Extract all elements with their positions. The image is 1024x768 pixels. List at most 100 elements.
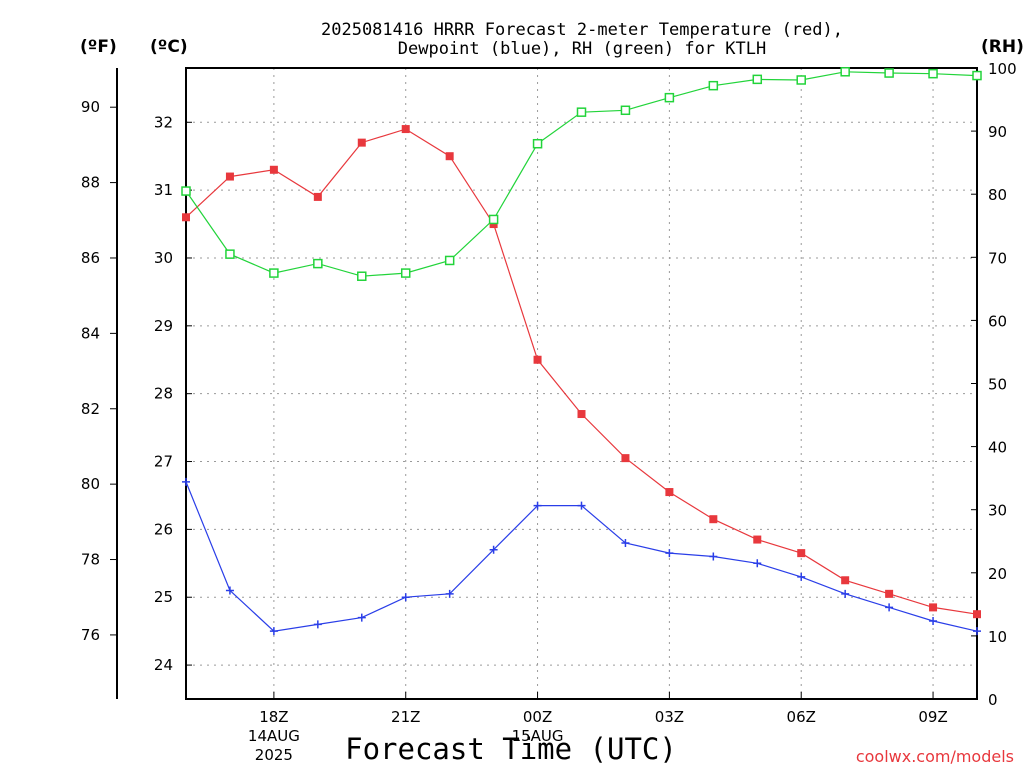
dewpoint-point — [621, 538, 630, 547]
rh-point — [357, 271, 367, 281]
time-tick-label: 18Z — [259, 708, 288, 726]
plot-frame — [185, 67, 978, 700]
time-tick-date: 14AUG — [248, 727, 300, 745]
rh-point — [752, 74, 763, 85]
dewpoint-point — [269, 627, 278, 636]
fahrenheit-tick-label: 90 — [81, 98, 100, 116]
rh-series — [181, 67, 982, 281]
temperature-point — [841, 576, 850, 585]
rh-point — [620, 105, 631, 116]
data-series — [181, 67, 982, 636]
fahrenheit-tick-label: 78 — [81, 551, 100, 569]
rh-point — [225, 249, 235, 259]
temperature-point — [929, 603, 938, 612]
temperature-point — [313, 192, 322, 201]
dewpoint-point — [225, 586, 234, 595]
temperature-point — [269, 165, 278, 174]
temperature-point — [225, 172, 234, 181]
rh-unit-label: (RH) — [981, 37, 1024, 57]
rh-point — [664, 92, 675, 103]
dewpoint-point — [489, 545, 498, 554]
celsius-axis: 24 25 26 27 28 29 30 31 32 — [154, 113, 192, 674]
chart-title-line1: 2025081416 HRRR Forecast 2-meter Tempera… — [321, 20, 843, 40]
rh-tick-label: 50 — [988, 376, 1007, 394]
celsius-tick-label: 28 — [154, 385, 173, 403]
rh-tick-label: 80 — [988, 186, 1007, 204]
x-axis-title: Forecast Time (UTC) — [345, 732, 677, 766]
fahrenheit-unit-label: (ºF) — [80, 37, 117, 57]
temperature-point — [621, 454, 630, 463]
temperature-series — [182, 125, 981, 619]
temperature-point — [753, 535, 762, 544]
temperature-point — [445, 152, 454, 161]
celsius-tick-label: 25 — [154, 588, 173, 606]
temperature-point — [973, 610, 981, 619]
fahrenheit-tick-label: 88 — [81, 174, 100, 192]
rh-point — [840, 67, 850, 77]
rh-point — [269, 268, 279, 278]
fahrenheit-tick-label: 76 — [81, 626, 100, 644]
celsius-tick-label: 29 — [154, 317, 173, 335]
rh-point — [928, 68, 938, 79]
time-tick-year: 2025 — [255, 746, 293, 764]
temperature-point — [533, 355, 542, 364]
dewpoint-point — [577, 501, 586, 510]
rh-point — [400, 268, 411, 278]
dewpoint-point — [709, 552, 718, 561]
rh-tick-label: 30 — [988, 502, 1007, 520]
temperature-point — [885, 589, 894, 598]
celsius-tick-label: 30 — [154, 249, 173, 267]
fahrenheit-tick-label: 86 — [81, 249, 100, 267]
rh-point — [576, 107, 587, 117]
temperature-point — [665, 488, 674, 497]
dewpoint-point — [357, 613, 366, 622]
rh-tick-label: 90 — [988, 123, 1007, 141]
rh-tick-label: 0 — [988, 691, 998, 709]
dewpoint-point — [797, 572, 806, 581]
rh-tick-label: 20 — [988, 565, 1007, 583]
grid-lines — [186, 68, 977, 699]
fahrenheit-tick-label: 84 — [81, 324, 100, 342]
time-tick-label: 09Z — [918, 708, 947, 726]
celsius-tick-label: 27 — [154, 453, 173, 471]
temperature-point — [401, 125, 410, 134]
rh-tick-label: 100 — [988, 60, 1017, 78]
dewpoint-point — [753, 559, 762, 568]
rh-point — [181, 186, 191, 196]
celsius-unit-label: (ºC) — [150, 37, 188, 57]
rh-point — [313, 258, 323, 269]
time-tick-label: 00Z — [523, 708, 552, 726]
rh-axis: 0 10 20 30 40 50 60 70 80 90 100 — [971, 60, 1017, 709]
dewpoint-point — [841, 589, 850, 598]
dewpoint-point — [885, 603, 894, 612]
rh-tick-label: 40 — [988, 439, 1007, 457]
dewpoint-point — [401, 593, 410, 602]
temperature-point — [797, 549, 806, 558]
time-tick-label: 06Z — [787, 708, 816, 726]
rh-point — [708, 80, 719, 91]
celsius-tick-label: 24 — [154, 656, 173, 674]
rh-point — [796, 75, 806, 85]
rh-point — [444, 255, 455, 266]
rh-line — [185, 71, 978, 277]
temperature-line — [185, 128, 978, 615]
fahrenheit-tick-label: 80 — [81, 475, 100, 493]
time-tick-label: 21Z — [391, 708, 420, 726]
rh-tick-label: 60 — [988, 312, 1007, 330]
celsius-tick-label: 31 — [154, 181, 173, 199]
rh-point — [972, 70, 982, 81]
dewpoint-point — [665, 549, 674, 558]
dewpoint-series — [182, 477, 981, 636]
rh-point — [488, 214, 499, 225]
celsius-tick-label: 26 — [154, 520, 173, 538]
dewpoint-point — [182, 477, 190, 486]
rh-point — [884, 68, 894, 78]
source-watermark: coolwx.com/models — [856, 747, 1014, 766]
dewpoint-point — [313, 620, 322, 629]
dewpoint-point — [445, 589, 454, 598]
time-tick-date: 15AUG — [512, 727, 564, 745]
chart-title-line2: Dewpoint (blue), RH (green) for KTLH — [398, 39, 766, 59]
rh-tick-label: 70 — [988, 249, 1007, 267]
